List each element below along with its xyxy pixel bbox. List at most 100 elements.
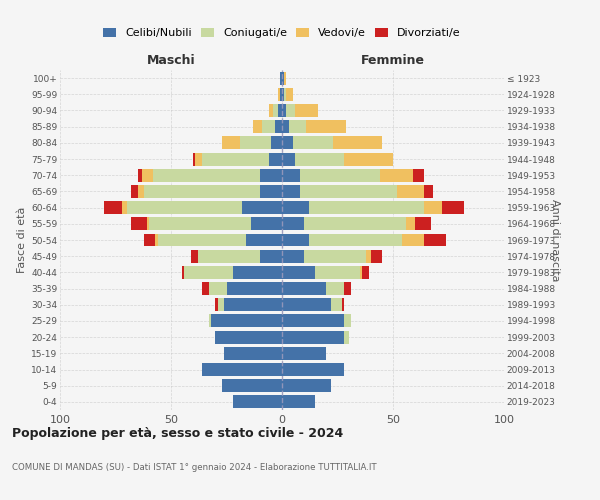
Bar [282, 379, 331, 392]
Bar [193, 152, 196, 166]
Bar [260, 185, 282, 198]
Bar [202, 282, 209, 295]
Bar [269, 104, 273, 117]
Bar [362, 266, 368, 279]
Text: COMUNE DI MANDAS (SU) - Dati ISTAT 1° gennaio 2024 - Elaborazione TUTTITALIA.IT: COMUNE DI MANDAS (SU) - Dati ISTAT 1° ge… [12, 462, 377, 471]
Bar [271, 136, 282, 149]
Bar [402, 234, 424, 246]
Bar [197, 250, 260, 262]
Bar [282, 250, 304, 262]
Bar [282, 104, 286, 117]
Bar [293, 136, 333, 149]
Bar [344, 330, 349, 344]
Bar [282, 396, 316, 408]
Bar [424, 201, 442, 214]
Bar [344, 314, 351, 328]
Bar [215, 330, 282, 344]
Y-axis label: Anni di nascita: Anni di nascita [550, 198, 560, 281]
Bar [415, 218, 431, 230]
Bar [196, 152, 202, 166]
Bar [222, 136, 240, 149]
Bar [262, 120, 275, 133]
Bar [242, 201, 282, 214]
Bar [227, 282, 282, 295]
Bar [371, 250, 382, 262]
Bar [304, 218, 406, 230]
Bar [233, 266, 282, 279]
Bar [282, 330, 344, 344]
Bar [280, 72, 282, 85]
Bar [273, 104, 278, 117]
Bar [269, 152, 282, 166]
Bar [209, 282, 227, 295]
Bar [326, 282, 344, 295]
Bar [331, 298, 342, 311]
Bar [424, 234, 446, 246]
Bar [275, 120, 282, 133]
Bar [282, 120, 289, 133]
Bar [218, 298, 224, 311]
Text: Maschi: Maschi [146, 54, 196, 67]
Bar [308, 234, 402, 246]
Bar [406, 218, 415, 230]
Y-axis label: Fasce di età: Fasce di età [17, 207, 27, 273]
Text: Femmine: Femmine [361, 54, 425, 67]
Bar [142, 169, 153, 181]
Bar [344, 282, 351, 295]
Bar [380, 169, 413, 181]
Bar [284, 88, 286, 101]
Bar [282, 266, 316, 279]
Bar [289, 120, 307, 133]
Bar [300, 185, 397, 198]
Bar [282, 363, 344, 376]
Bar [233, 396, 282, 408]
Bar [360, 266, 362, 279]
Bar [240, 136, 271, 149]
Bar [295, 152, 344, 166]
Bar [260, 250, 282, 262]
Bar [282, 347, 326, 360]
Bar [282, 314, 344, 328]
Bar [282, 185, 300, 198]
Bar [307, 120, 346, 133]
Bar [282, 169, 300, 181]
Bar [286, 88, 293, 101]
Bar [342, 298, 344, 311]
Bar [127, 201, 242, 214]
Bar [146, 218, 149, 230]
Bar [282, 72, 284, 85]
Bar [191, 250, 197, 262]
Bar [300, 169, 380, 181]
Bar [282, 298, 331, 311]
Bar [222, 379, 282, 392]
Bar [304, 250, 367, 262]
Bar [215, 298, 218, 311]
Bar [153, 169, 260, 181]
Bar [280, 88, 282, 101]
Bar [282, 201, 308, 214]
Bar [145, 234, 155, 246]
Bar [282, 136, 293, 149]
Bar [260, 169, 282, 181]
Bar [278, 104, 282, 117]
Bar [295, 104, 317, 117]
Bar [184, 266, 233, 279]
Bar [104, 201, 122, 214]
Bar [308, 201, 424, 214]
Bar [367, 250, 371, 262]
Bar [282, 88, 284, 101]
Bar [149, 218, 251, 230]
Legend: Celibi/Nubili, Coniugati/e, Vedovi/e, Divorziati/e: Celibi/Nubili, Coniugati/e, Vedovi/e, Di… [101, 26, 463, 40]
Bar [122, 201, 127, 214]
Bar [282, 282, 326, 295]
Bar [247, 234, 282, 246]
Bar [282, 218, 304, 230]
Bar [251, 218, 282, 230]
Bar [202, 363, 282, 376]
Bar [284, 72, 286, 85]
Bar [333, 136, 382, 149]
Bar [202, 152, 269, 166]
Bar [155, 234, 158, 246]
Bar [211, 314, 282, 328]
Bar [278, 88, 280, 101]
